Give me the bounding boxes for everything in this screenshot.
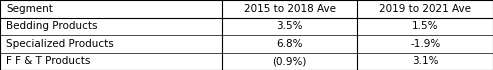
Text: 2019 to 2021 Ave: 2019 to 2021 Ave: [379, 4, 471, 14]
Text: 3.5%: 3.5%: [277, 21, 303, 31]
Text: Specialized Products: Specialized Products: [6, 39, 114, 49]
Text: Segment: Segment: [6, 4, 53, 14]
Text: Bedding Products: Bedding Products: [6, 21, 98, 31]
Text: (0.9%): (0.9%): [273, 56, 307, 66]
Text: -1.9%: -1.9%: [410, 39, 440, 49]
Text: 6.8%: 6.8%: [277, 39, 303, 49]
Text: F F & T Products: F F & T Products: [6, 56, 90, 66]
Text: 2015 to 2018 Ave: 2015 to 2018 Ave: [244, 4, 336, 14]
Text: 3.1%: 3.1%: [412, 56, 438, 66]
Text: 1.5%: 1.5%: [412, 21, 438, 31]
